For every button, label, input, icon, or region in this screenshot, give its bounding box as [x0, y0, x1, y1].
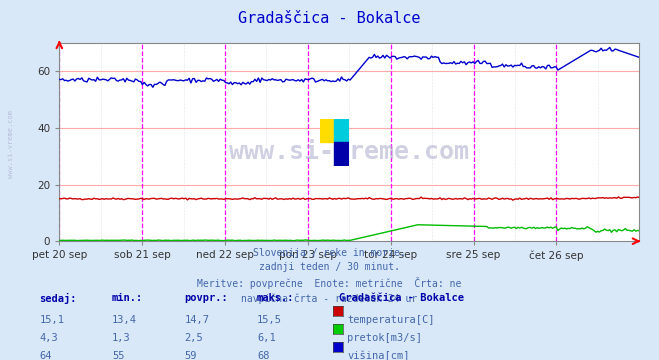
Text: 6,1: 6,1 — [257, 333, 275, 343]
Text: višina[cm]: višina[cm] — [347, 351, 410, 360]
Text: temperatura[C]: temperatura[C] — [347, 315, 435, 325]
Text: 15,1: 15,1 — [40, 315, 65, 325]
Text: Gradaščica - Bokalce: Gradaščica - Bokalce — [339, 293, 465, 303]
Text: 1,3: 1,3 — [112, 333, 130, 343]
Text: sedaj:: sedaj: — [40, 293, 77, 305]
Text: 64: 64 — [40, 351, 52, 360]
Text: 13,4: 13,4 — [112, 315, 137, 325]
Text: 68: 68 — [257, 351, 270, 360]
Bar — [335, 119, 349, 142]
Text: www.si-vreme.com: www.si-vreme.com — [8, 110, 14, 178]
Text: pretok[m3/s]: pretok[m3/s] — [347, 333, 422, 343]
Bar — [335, 142, 349, 166]
Text: 4,3: 4,3 — [40, 333, 58, 343]
Text: www.si-vreme.com: www.si-vreme.com — [229, 140, 469, 164]
Text: Slovenija / reke in morje.
zadnji teden / 30 minut.
Meritve: povprečne  Enote: m: Slovenija / reke in morje. zadnji teden … — [197, 248, 462, 304]
Text: Gradaščica - Bokalce: Gradaščica - Bokalce — [239, 11, 420, 26]
Text: 14,7: 14,7 — [185, 315, 210, 325]
Text: 2,5: 2,5 — [185, 333, 203, 343]
Bar — [320, 119, 335, 142]
Text: 15,5: 15,5 — [257, 315, 282, 325]
Text: maks.:: maks.: — [257, 293, 295, 303]
Text: 55: 55 — [112, 351, 125, 360]
Text: povpr.:: povpr.: — [185, 293, 228, 303]
Text: min.:: min.: — [112, 293, 143, 303]
Text: 59: 59 — [185, 351, 197, 360]
